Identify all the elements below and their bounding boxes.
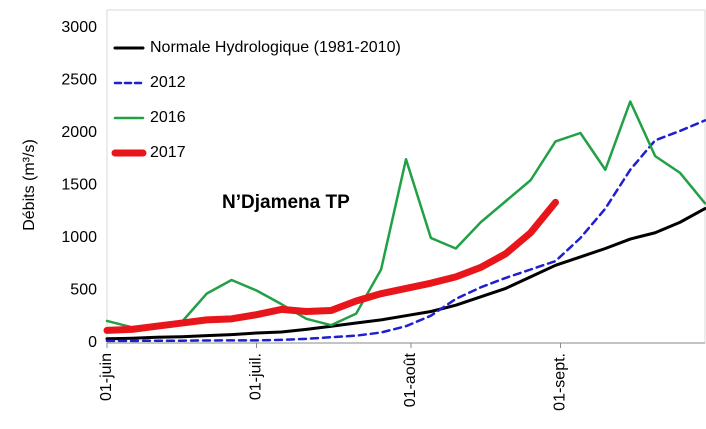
legend-label: 2017	[150, 144, 186, 161]
y-tick-label: 500	[70, 282, 97, 299]
x-tick-label: 01-juil.	[248, 353, 265, 400]
y-tick-label: 3000	[61, 19, 97, 36]
y-tick-label: 0	[88, 334, 97, 351]
series-line	[105, 207, 706, 341]
plot-frame	[106, 9, 706, 344]
series-line	[105, 119, 706, 343]
legend-label: Normale Hydrologique (1981-2010)	[150, 39, 401, 56]
series-line	[103, 198, 559, 334]
y-tick-label: 1500	[61, 177, 97, 194]
y-tick-label: 2000	[61, 124, 97, 141]
x-tick-label: 01-sept.	[552, 353, 569, 411]
y-axis-label: Débits (m³/s)	[21, 139, 38, 231]
x-tick-label: 01-juin	[98, 353, 115, 401]
x-tick-label: 01-août	[402, 352, 419, 407]
y-tick-label: 1000	[61, 229, 97, 246]
legend-label: 2012	[150, 74, 186, 91]
y-tick-label: 2500	[61, 72, 97, 89]
annotation: N’Djamena TP	[222, 192, 350, 213]
legend-label: 2016	[150, 109, 186, 126]
series-line	[105, 100, 706, 329]
